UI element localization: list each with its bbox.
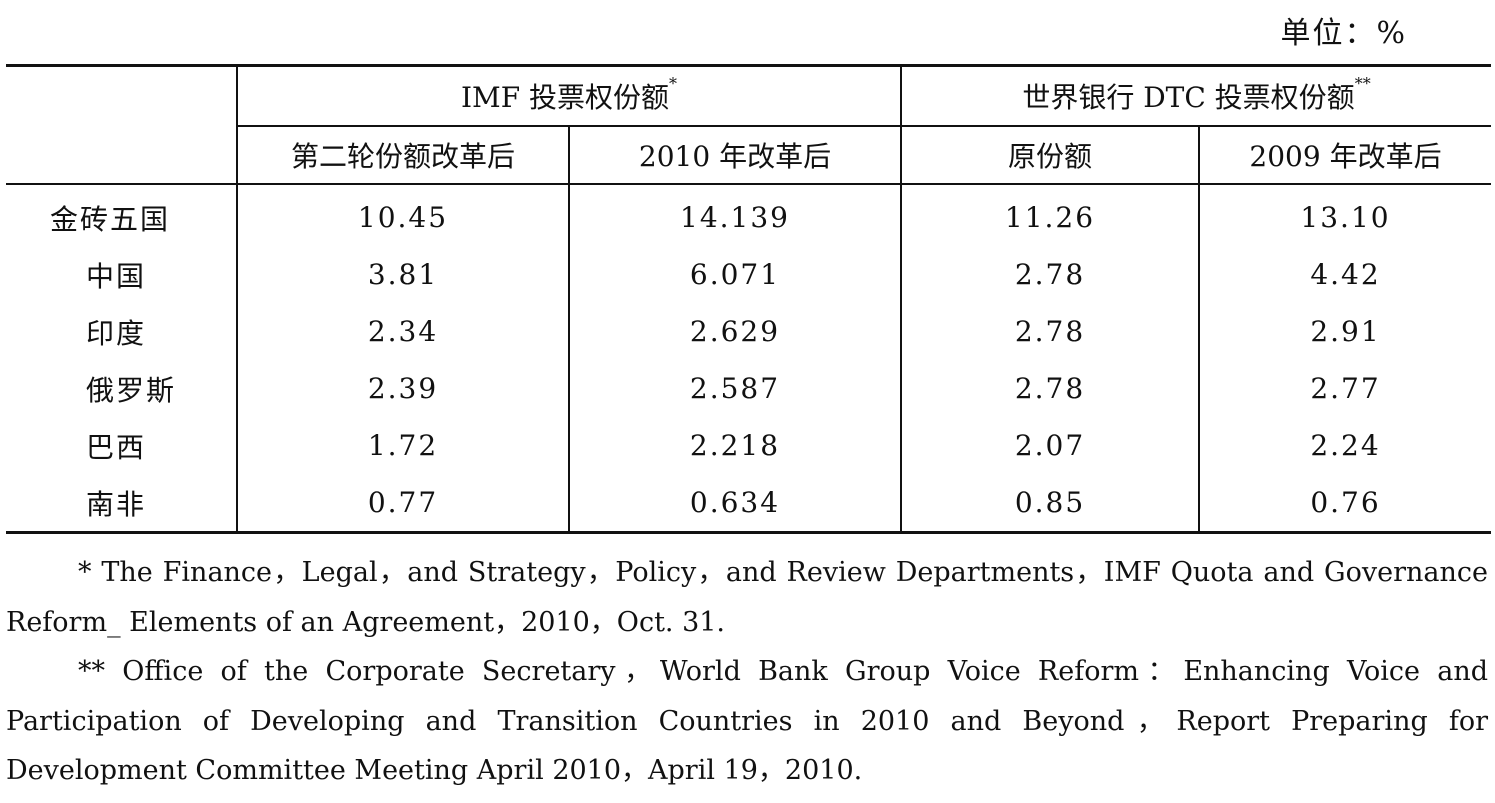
table-cell: 2.07 [900,417,1199,474]
table-cell: 2.39 [236,360,569,417]
table-cell: 2.91 [1197,303,1492,360]
table-cell: 2.24 [1197,417,1492,474]
row-name: 巴西 [86,430,147,464]
header-imf-label: IMF 投票权份额 [460,81,670,114]
table-cell: 2.78 [900,246,1199,303]
table-cell: 2.34 [236,303,569,360]
header-worldbank-group: 世界银行 DTC 投票权份额** [899,65,1492,127]
table-cell: 0.634 [568,474,901,533]
row-name: 中国 [86,259,147,293]
table-cell: 3.81 [236,246,569,303]
table-row: 印度 2.34 2.629 2.78 2.91 [6,303,1492,360]
table-row: 俄罗斯 2.39 2.587 2.78 2.77 [6,360,1492,417]
header-row-sub: 第二轮份额改革后 2010 年改革后 原份额 2009 年改革后 [6,126,1492,185]
table-row: 巴西 1.72 2.218 2.07 2.24 [6,417,1492,474]
row-name: 俄罗斯 [86,373,177,407]
row-name: 南非 [86,487,147,521]
header-sub-wb-2009: 2009 年改革后 [1197,126,1492,185]
table-cell: 2.77 [1197,360,1492,417]
table-row: 南非 0.77 0.634 0.85 0.76 [6,474,1492,533]
row-name: 印度 [86,316,147,350]
header-imf-mark: * [669,74,678,93]
table-cell: 11.26 [900,184,1199,246]
unit-label: 单位：% [1280,16,1407,51]
voting-share-table: IMF 投票权份额* 世界银行 DTC 投票权份额** 第二轮份额改革后 201… [6,64,1492,534]
table-row: 中国 3.81 6.071 2.78 4.42 [6,246,1492,303]
table-cell: 2.78 [900,303,1199,360]
row-name: 金砖五国 [50,202,171,236]
table-row: 金砖五国 10.45 14.139 11.26 13.10 [6,184,1492,246]
table-cell: 2.78 [900,360,1199,417]
header-worldbank-mark: ** [1354,74,1371,93]
header-sub-imf-2010: 2010 年改革后 [568,126,901,185]
header-worldbank-label: 世界银行 DTC 投票权份额 [1022,81,1355,114]
table-cell: 1.72 [236,417,569,474]
header-blank-cell [6,65,237,185]
table-cell: 2.587 [568,360,901,417]
header-row-groups: IMF 投票权份额* 世界银行 DTC 投票权份额** [6,65,1492,185]
footnotes: * The Finance，Legal，and Strategy，Policy，… [6,548,1488,796]
table-cell: 0.85 [900,474,1199,533]
table-cell: 6.071 [568,246,901,303]
table-cell: 4.42 [1197,246,1492,303]
footnote-imf: * The Finance，Legal，and Strategy，Policy，… [6,557,1488,638]
table-cell: 2.629 [568,303,901,360]
table-cell: 0.77 [236,474,569,533]
header-sub-wb-original: 原份额 [900,126,1199,185]
footnote-worldbank: ** Office of the Corporate Secretary，Wor… [6,656,1488,786]
table-cell: 10.45 [236,184,569,246]
table-cell: 0.76 [1197,474,1492,533]
header-imf-group: IMF 投票权份额* [236,65,901,127]
table-cell: 14.139 [568,184,901,246]
table-cell: 2.218 [568,417,901,474]
header-sub-imf-2nd-round: 第二轮份额改革后 [236,126,569,185]
table-cell: 13.10 [1197,184,1492,246]
